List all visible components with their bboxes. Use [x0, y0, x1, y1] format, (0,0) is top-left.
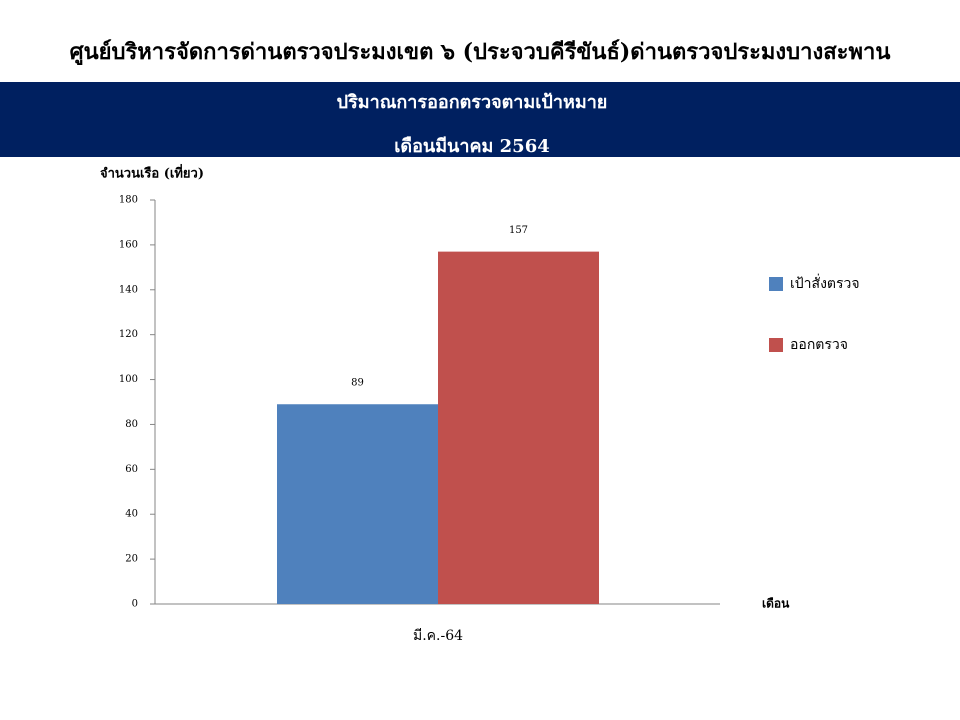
- legend-swatch: [769, 338, 783, 352]
- data-label: 89: [351, 378, 364, 389]
- legend-swatch: [769, 277, 783, 291]
- y-tick-label: 180: [119, 195, 138, 206]
- bar: [277, 404, 438, 604]
- title-banner: [0, 82, 960, 157]
- y-tick-label: 160: [119, 239, 138, 250]
- bar: [438, 251, 599, 604]
- page-title: ศูนย์บริหารจัดการด่านตรวจประมงเขต ๖ (ประ…: [70, 39, 891, 66]
- legend-label: ออกตรวจ: [790, 337, 848, 353]
- y-tick-label: 140: [119, 284, 138, 295]
- y-tick-label: 100: [119, 374, 138, 385]
- y-tick-label: 80: [125, 419, 138, 430]
- y-tick-label: 20: [125, 554, 138, 565]
- data-label: 157: [509, 225, 528, 236]
- y-tick-label: 60: [125, 464, 138, 475]
- legend-label: เป้าสั่งตรวจ: [790, 274, 860, 292]
- y-tick-label: 40: [125, 509, 138, 520]
- chart-subtitle: เดือนมีนาคม 2564: [394, 136, 550, 157]
- y-axis-label: จำนวนเรือ (เที่ยว): [100, 164, 204, 182]
- x-axis-label: เดือน: [762, 597, 790, 611]
- y-tick-label: 120: [119, 329, 138, 340]
- x-tick-label: มี.ค.-64: [413, 628, 463, 644]
- y-tick-label: 0: [132, 599, 138, 610]
- chart-title: ปริมาณการออกตรวจตามเป้าหมาย: [337, 92, 608, 113]
